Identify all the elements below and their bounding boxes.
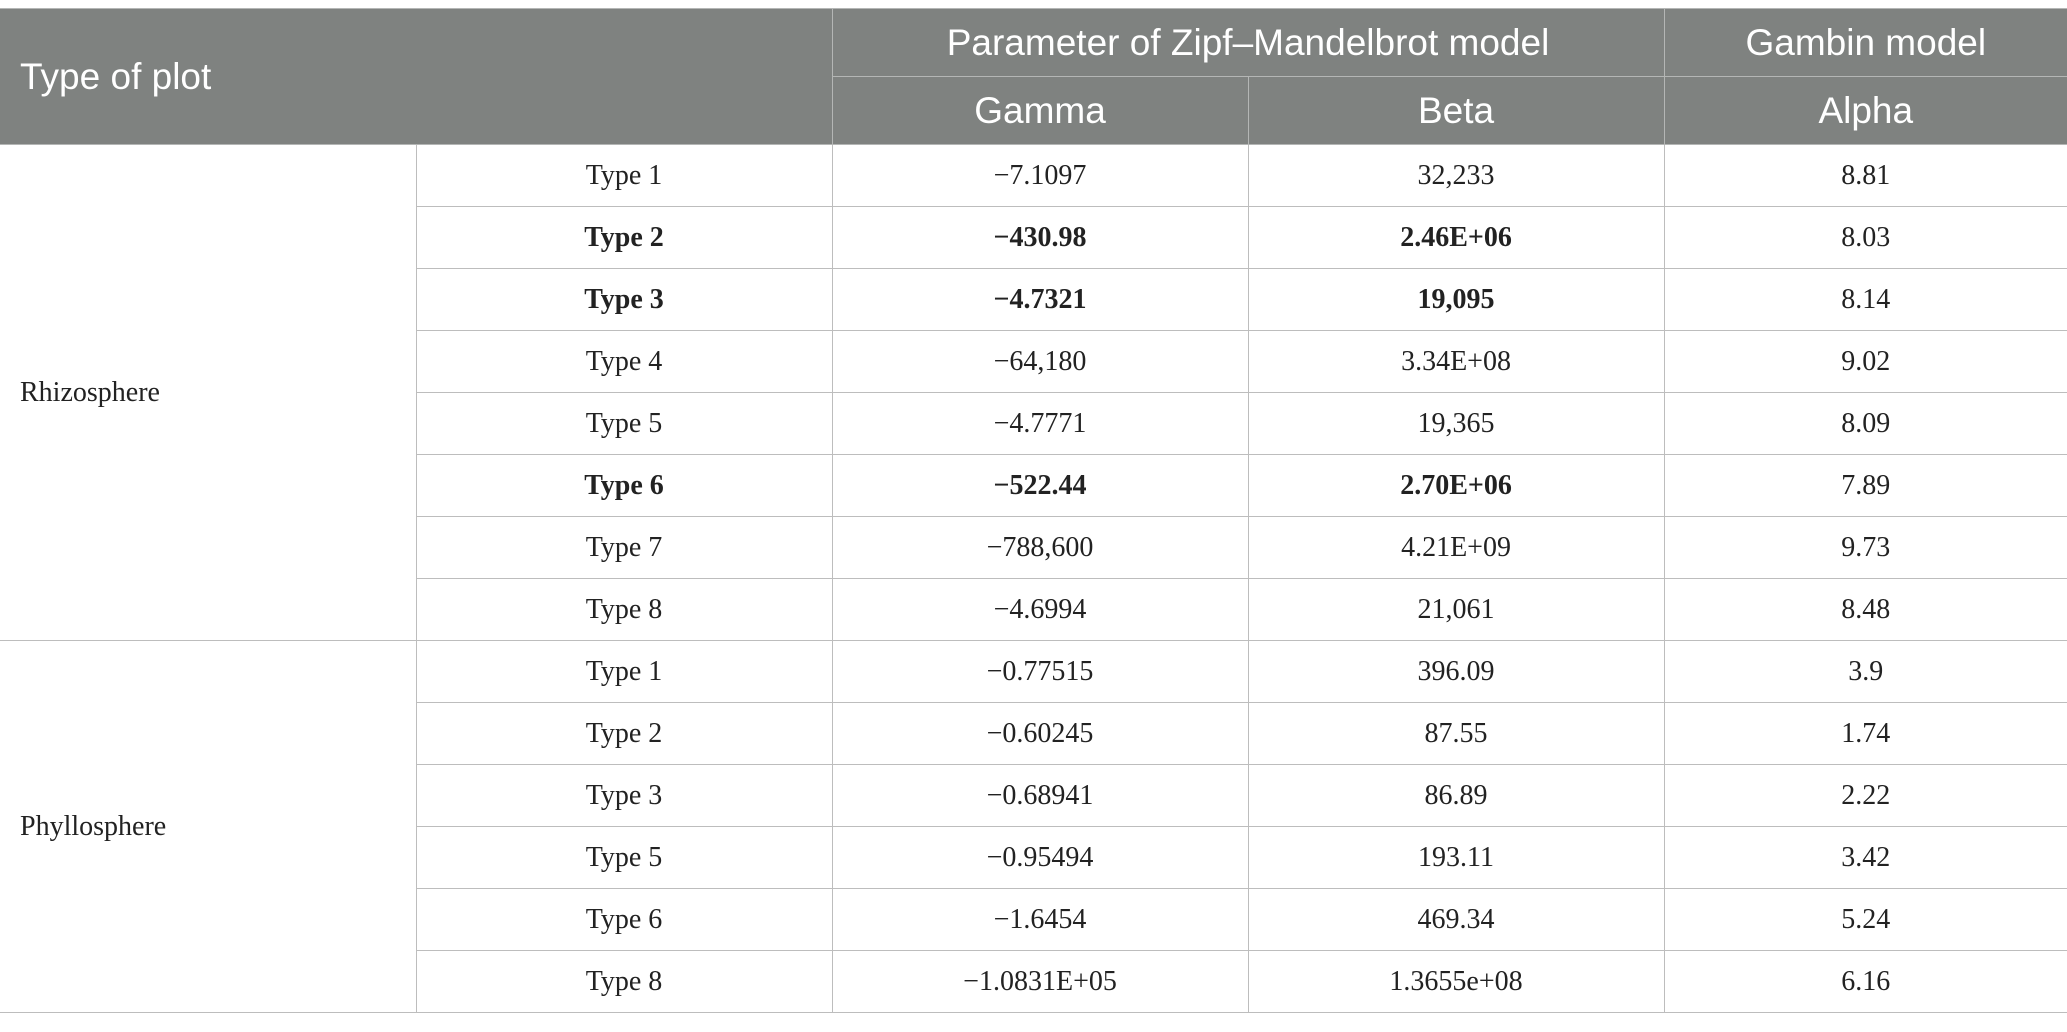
- type-cell: Type 6: [415, 454, 833, 517]
- table-header: Type of plot Parameter of Zipf–Mandelbro…: [0, 8, 2067, 145]
- gamma-cell: −522.44: [831, 454, 1249, 517]
- beta-cell: 2.46E+06: [1247, 206, 1665, 269]
- gamma-cell: −0.77515: [831, 640, 1249, 703]
- alpha-cell: 2.22: [1663, 764, 2067, 827]
- alpha-cell: 9.73: [1663, 516, 2067, 579]
- gamma-cell: −1.0831E+05: [831, 950, 1249, 1013]
- alpha-header: Alpha: [1663, 76, 2067, 145]
- beta-cell: 3.34E+08: [1247, 330, 1665, 393]
- beta-cell: 32,233: [1247, 144, 1665, 207]
- type-cell: Type 1: [415, 144, 833, 207]
- beta-cell: 19,365: [1247, 392, 1665, 455]
- parameters-table: Type of plot Parameter of Zipf–Mandelbro…: [0, 8, 2067, 1013]
- table-row: Phyllosphere Type 1 −0.77515 396.09 3.9: [0, 640, 2067, 1013]
- type-cell: Type 7: [415, 516, 833, 579]
- alpha-cell: 8.14: [1663, 268, 2067, 331]
- header-row-top: Type of plot Parameter of Zipf–Mandelbro…: [0, 8, 2067, 145]
- gamma-cell: −7.1097: [831, 144, 1249, 207]
- gamma-cell: −64,180: [831, 330, 1249, 393]
- beta-header: Beta: [1247, 76, 1665, 145]
- table-row: Type 8 −1.0831E+05 1.3655e+08 6.16: [0, 950, 2067, 1013]
- beta-cell: 1.3655e+08: [1247, 950, 1665, 1013]
- beta-cell: 396.09: [1247, 640, 1665, 703]
- gamma-cell: −0.95494: [831, 826, 1249, 889]
- table-row: Type 2 −0.60245 87.55 1.74: [0, 702, 2067, 765]
- table-row: Type 7 −788,600 4.21E+09 9.73: [0, 516, 2067, 579]
- alpha-cell: 8.09: [1663, 392, 2067, 455]
- gamma-cell: −4.7771: [831, 392, 1249, 455]
- table-row: Rhizosphere Type 1 −7.1097 32,233 8.81: [0, 144, 2067, 641]
- beta-cell: 193.11: [1247, 826, 1665, 889]
- alpha-cell: 8.48: [1663, 578, 2067, 641]
- table-row: Type 3 −4.7321 19,095 8.14: [0, 268, 2067, 331]
- table-row: Type 4 −64,180 3.34E+08 9.02: [0, 330, 2067, 393]
- alpha-cell: 6.16: [1663, 950, 2067, 1013]
- table-row: Type 2 −430.98 2.46E+06 8.03: [0, 206, 2067, 269]
- gamma-cell: −1.6454: [831, 888, 1249, 951]
- beta-cell: 2.70E+06: [1247, 454, 1665, 517]
- alpha-cell: 3.9: [1663, 640, 2067, 703]
- beta-cell: 87.55: [1247, 702, 1665, 765]
- beta-cell: 19,095: [1247, 268, 1665, 331]
- table-row: Type 5 −4.7771 19,365 8.09: [0, 392, 2067, 455]
- beta-cell: 469.34: [1247, 888, 1665, 951]
- type-cell: Type 3: [415, 764, 833, 827]
- gamma-cell: −788,600: [831, 516, 1249, 579]
- gamma-cell: −0.68941: [831, 764, 1249, 827]
- table-row: Type 6 −522.44 2.70E+06 7.89: [0, 454, 2067, 517]
- type-cell: Type 5: [415, 392, 833, 455]
- gamma-cell: −4.7321: [831, 268, 1249, 331]
- beta-cell: 21,061: [1247, 578, 1665, 641]
- alpha-cell: 8.81: [1663, 144, 2067, 207]
- gamma-cell: −0.60245: [831, 702, 1249, 765]
- gamma-header: Gamma: [831, 76, 1249, 145]
- type-cell: Type 8: [415, 578, 833, 641]
- header-row-bottom: Gamma Beta Alpha: [0, 76, 2067, 145]
- alpha-cell: 1.74: [1663, 702, 2067, 765]
- type-cell: Type 6: [415, 888, 833, 951]
- table-row: Type 3 −0.68941 86.89 2.22: [0, 764, 2067, 827]
- table-row: Type 6 −1.6454 469.34 5.24: [0, 888, 2067, 951]
- type-cell: Type 2: [415, 702, 833, 765]
- gamma-cell: −4.6994: [831, 578, 1249, 641]
- beta-cell: 4.21E+09: [1247, 516, 1665, 579]
- beta-cell: 86.89: [1247, 764, 1665, 827]
- alpha-cell: 7.89: [1663, 454, 2067, 517]
- table-body: Rhizosphere Type 1 −7.1097 32,233 8.81 Type 2…: [0, 144, 2067, 1013]
- alpha-cell: 5.24: [1663, 888, 2067, 951]
- alpha-cell: 8.03: [1663, 206, 2067, 269]
- gamma-cell: −430.98: [831, 206, 1249, 269]
- type-cell: Type 5: [415, 826, 833, 889]
- group-label: Rhizosphere: [0, 144, 417, 641]
- type-cell: Type 3: [415, 268, 833, 331]
- gambin-group-header: Gambin model: [1663, 8, 2067, 77]
- alpha-cell: 3.42: [1663, 826, 2067, 889]
- alpha-cell: 9.02: [1663, 330, 2067, 393]
- table-row: Type 8 −4.6994 21,061 8.48: [0, 578, 2067, 641]
- group-label: Phyllosphere: [0, 640, 417, 1013]
- type-cell: Type 1: [415, 640, 833, 703]
- zipf-mandelbrot-group-header: Parameter of Zipf–Mandelbrot model: [831, 8, 1665, 77]
- type-cell: Type 2: [415, 206, 833, 269]
- type-cell: Type 4: [415, 330, 833, 393]
- type-cell: Type 8: [415, 950, 833, 1013]
- type-of-plot-header: Type of plot: [0, 8, 833, 145]
